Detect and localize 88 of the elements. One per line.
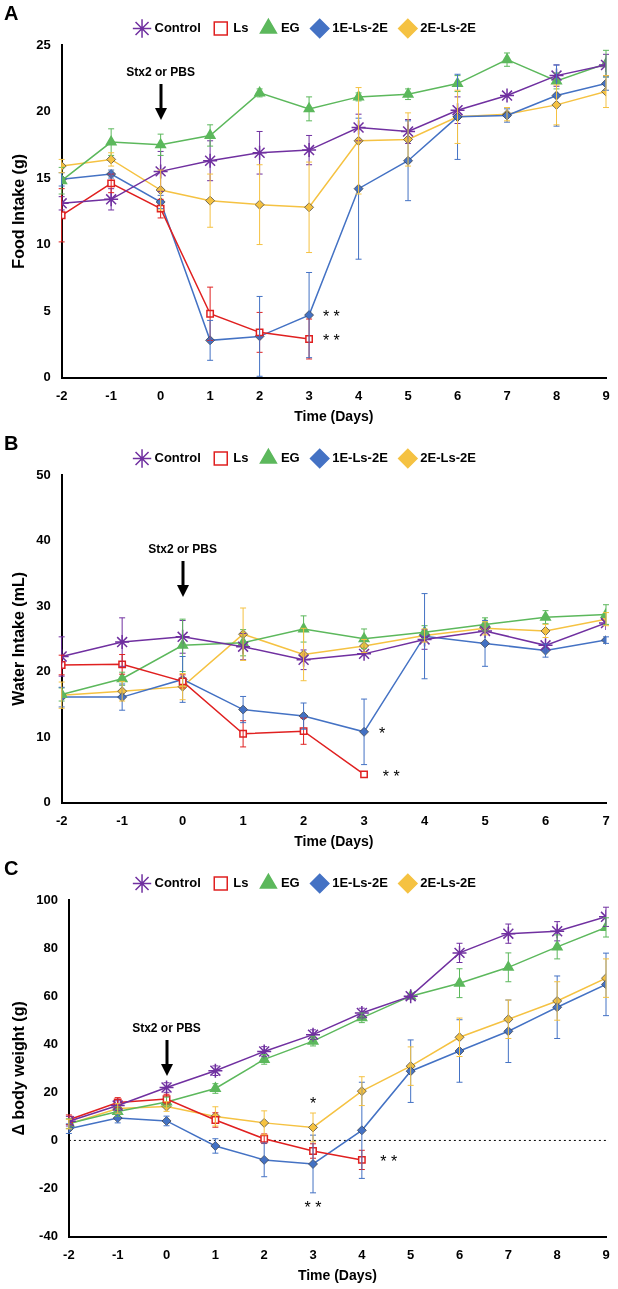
x-tick-label: 9 xyxy=(602,1246,610,1262)
x-tick-label: 3 xyxy=(309,1246,317,1262)
x-tick-label: 3 xyxy=(305,387,313,403)
legend-label: 2E-Ls-2E xyxy=(420,450,477,466)
x-tick-label: 1 xyxy=(206,387,214,403)
x-tick-label: -1 xyxy=(111,1246,124,1262)
x-tick-label: 9 xyxy=(602,387,610,403)
x-tick-label: -2 xyxy=(63,1246,75,1262)
x-tick-label: 2 xyxy=(255,387,264,403)
chart-title: C xyxy=(4,856,19,879)
legend-label: 1E-Ls-2E xyxy=(332,20,389,36)
x-tick-label: 0 xyxy=(157,387,165,403)
x-tick-label: 0 xyxy=(162,1246,171,1262)
legend-label: 1E-Ls-2E xyxy=(332,875,389,891)
legend-label: EG xyxy=(280,20,300,36)
y-tick-label: 10 xyxy=(36,728,51,744)
x-tick-label: -1 xyxy=(116,812,128,828)
x-axis-title: Time (Days) xyxy=(294,408,374,425)
legend-label: Control xyxy=(154,875,201,891)
y-tick-label: 30 xyxy=(36,597,51,613)
x-tick-label: 4 xyxy=(354,387,363,403)
y-tick-label: 50 xyxy=(36,466,51,482)
annotation: * * xyxy=(322,308,340,326)
x-tick-label: 7 xyxy=(504,1246,512,1262)
legend-label: EG xyxy=(280,450,300,466)
x-tick-label: 2 xyxy=(260,1246,268,1262)
chart-title: B xyxy=(4,431,19,454)
annotation: * xyxy=(379,725,386,743)
y-tick-label: 100 xyxy=(36,891,58,907)
y-tick-label: 20 xyxy=(43,1083,58,1099)
y-tick-label: 20 xyxy=(36,663,51,679)
legend-label: Ls xyxy=(233,20,249,36)
x-tick-label: 4 xyxy=(358,1246,367,1262)
y-tick-label: 0 xyxy=(43,794,51,810)
x-tick-label: 8 xyxy=(553,1246,561,1262)
y-tick-label: 25 xyxy=(36,36,51,52)
legend-label: Control xyxy=(154,450,201,466)
annotation: * * xyxy=(380,1153,398,1171)
annotation: * * xyxy=(322,332,340,350)
y-tick-label: -20 xyxy=(39,1180,58,1196)
y-tick-label: 40 xyxy=(43,1035,58,1051)
y-axis-title: Water Intake (mL) xyxy=(10,571,28,706)
x-tick-label: 2 xyxy=(299,812,308,828)
x-tick-label: 7 xyxy=(602,812,610,828)
x-tick-label: 1 xyxy=(239,812,247,828)
annotation: Stx2 or PBS xyxy=(132,1020,201,1035)
legend-label: 1E-Ls-2E xyxy=(332,450,389,466)
y-tick-label: 10 xyxy=(36,236,51,252)
x-tick-label: 5 xyxy=(481,812,489,828)
annotation: * * xyxy=(382,767,400,785)
y-axis-title: Food Intake (g) xyxy=(10,153,28,269)
x-tick-label: 7 xyxy=(503,387,511,403)
legend-label: 2E-Ls-2E xyxy=(420,875,477,891)
x-tick-label: 5 xyxy=(404,387,412,403)
x-tick-label: 5 xyxy=(407,1246,415,1262)
x-tick-label: 3 xyxy=(360,812,368,828)
x-tick-label: 6 xyxy=(455,1246,464,1262)
y-tick-label: 0 xyxy=(43,369,51,385)
annotation: * xyxy=(309,1095,317,1113)
x-tick-label: 4 xyxy=(420,812,429,828)
y-tick-label: 20 xyxy=(36,103,51,119)
legend-label: 2E-Ls-2E xyxy=(420,20,477,36)
x-tick-label: -2 xyxy=(55,387,68,403)
x-tick-label: 6 xyxy=(453,387,462,403)
y-tick-label: 0 xyxy=(50,1132,58,1148)
chart-title: A xyxy=(4,1,19,24)
y-tick-label: 5 xyxy=(43,302,51,318)
x-tick-label: 1 xyxy=(211,1246,219,1262)
x-tick-label: 8 xyxy=(552,387,561,403)
x-tick-label: 0 xyxy=(179,812,187,828)
x-axis-title: Time (Days) xyxy=(294,833,374,850)
annotation: Stx2 or PBS xyxy=(148,542,217,557)
legend-label: Ls xyxy=(233,875,249,891)
y-tick-label: 40 xyxy=(36,532,51,548)
y-axis-title: Δ body weight (g) xyxy=(10,1001,28,1136)
y-tick-label: 15 xyxy=(36,169,51,185)
annotation: Stx2 or PBS xyxy=(126,65,195,80)
y-tick-label: -40 xyxy=(39,1228,58,1244)
legend-label: EG xyxy=(280,875,300,891)
y-tick-label: 60 xyxy=(43,987,58,1003)
y-tick-label: 80 xyxy=(43,939,58,955)
annotation: * * xyxy=(304,1198,322,1216)
legend-label: Ls xyxy=(233,450,249,466)
x-axis-title: Time (Days) xyxy=(297,1267,377,1284)
legend-label: Control xyxy=(154,20,201,36)
x-tick-label: -1 xyxy=(105,387,117,403)
x-tick-label: -2 xyxy=(55,812,68,828)
x-tick-label: 6 xyxy=(541,812,550,828)
